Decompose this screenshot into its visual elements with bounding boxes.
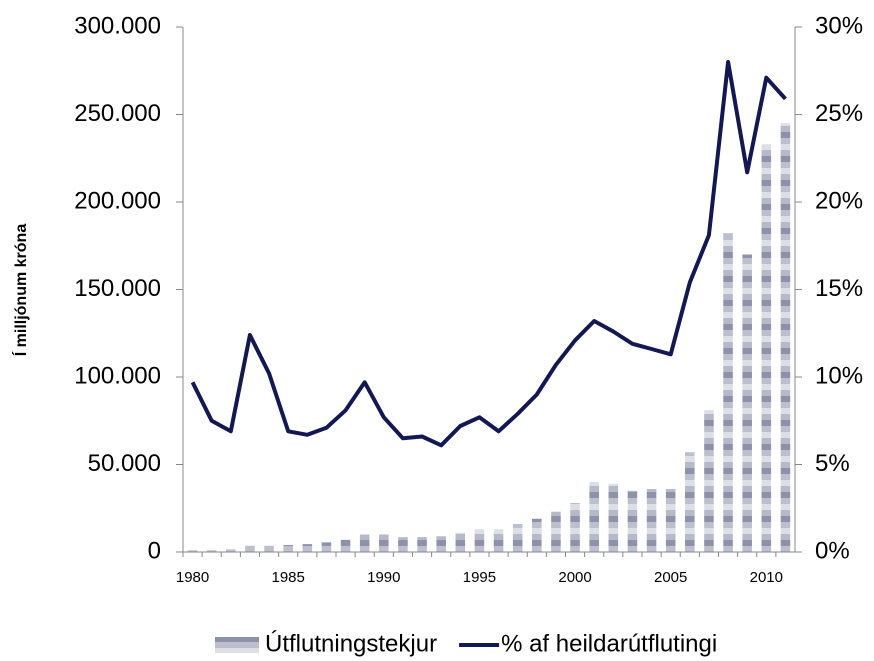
x-tick-label: 1990	[367, 569, 400, 586]
bar	[321, 542, 332, 552]
bar	[340, 539, 351, 552]
bar	[742, 254, 752, 552]
y2-tick-label: 10%	[815, 362, 863, 389]
y2-tick-label: 25%	[815, 100, 863, 127]
x-tick-label: 1995	[463, 569, 496, 586]
x-tick-label: 2000	[558, 569, 591, 586]
y-tick-label: 0	[148, 537, 161, 564]
bar	[359, 534, 370, 552]
bar	[532, 518, 542, 552]
x-tick-label: 2005	[654, 569, 687, 586]
bar	[398, 537, 408, 552]
bar	[704, 410, 714, 552]
y-tick-label: 50.000	[88, 450, 161, 477]
legend-label: Útflutningstekjur	[265, 630, 437, 657]
y-tick-label: 300.000	[74, 12, 161, 39]
x-tick-label: 1985	[272, 569, 305, 586]
bar	[723, 233, 733, 552]
line	[190, 60, 787, 448]
y2-tick-label: 15%	[815, 275, 863, 302]
bar	[551, 511, 561, 552]
y2-tick-label: 5%	[815, 450, 850, 477]
bar	[780, 123, 791, 552]
bar	[474, 529, 485, 552]
bar	[264, 545, 274, 552]
y-axis-label: Í milljónum króna	[11, 224, 30, 357]
bar	[187, 550, 198, 552]
bar	[302, 544, 313, 552]
bar	[493, 529, 504, 552]
bar	[570, 503, 580, 552]
legend-label: % af heildarútflutingi	[501, 630, 717, 657]
bar	[627, 490, 638, 552]
y2-tick-label: 30%	[815, 12, 863, 39]
bar	[417, 537, 427, 552]
y-tick-label: 250.000	[74, 100, 161, 127]
bar	[512, 524, 523, 552]
bar	[206, 550, 217, 552]
bar	[226, 549, 236, 552]
bar	[455, 532, 466, 552]
x-tick-label: 2010	[750, 569, 783, 586]
bar	[245, 545, 255, 552]
y2-tick-label: 20%	[815, 187, 863, 214]
bar	[646, 489, 657, 552]
y2-tick-label: 0%	[815, 537, 850, 564]
y-tick-label: 150.000	[74, 275, 161, 302]
bar	[589, 482, 599, 552]
bar	[379, 534, 389, 552]
y-tick-label: 200.000	[74, 187, 161, 214]
bar	[685, 452, 695, 552]
bar	[761, 144, 772, 552]
bar	[665, 489, 676, 552]
x-tick-label: 1980	[176, 569, 209, 586]
bar	[283, 545, 293, 552]
y-tick-label: 100.000	[74, 362, 161, 389]
legend-swatch	[215, 637, 259, 653]
bar	[608, 483, 619, 552]
bar	[436, 536, 446, 552]
